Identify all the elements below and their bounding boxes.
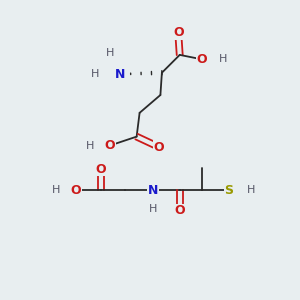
- Text: O: O: [105, 139, 115, 152]
- Text: O: O: [154, 140, 164, 154]
- Text: H: H: [106, 48, 114, 59]
- Text: H: H: [86, 140, 95, 151]
- Text: H: H: [247, 185, 255, 195]
- Text: O: O: [174, 204, 185, 218]
- Text: H: H: [52, 185, 61, 195]
- Text: O: O: [173, 26, 184, 39]
- Text: S: S: [224, 184, 233, 196]
- Text: H: H: [149, 204, 157, 214]
- Text: H: H: [91, 69, 99, 79]
- Text: H: H: [219, 54, 227, 64]
- Text: O: O: [96, 163, 106, 176]
- Text: O: O: [70, 184, 81, 196]
- Text: O: O: [197, 53, 207, 66]
- Text: N: N: [148, 184, 158, 196]
- Text: N: N: [115, 68, 125, 81]
